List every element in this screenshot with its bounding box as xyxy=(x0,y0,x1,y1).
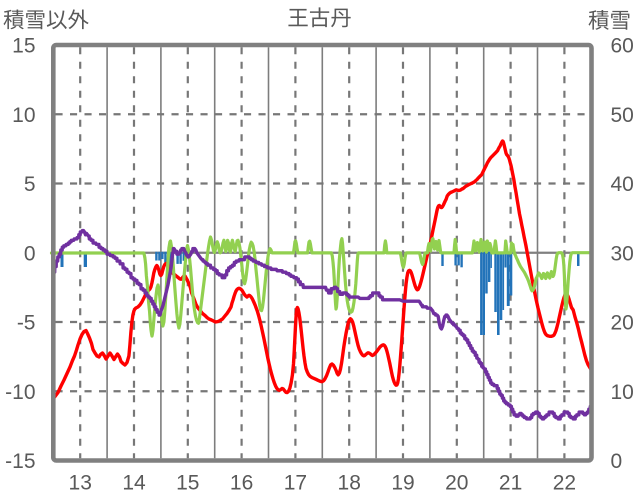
svg-text:0: 0 xyxy=(611,450,623,473)
svg-text:-5: -5 xyxy=(17,312,36,335)
svg-text:0: 0 xyxy=(24,242,36,265)
svg-text:20: 20 xyxy=(611,312,634,335)
svg-text:16: 16 xyxy=(230,472,253,495)
svg-text:15: 15 xyxy=(176,472,199,495)
svg-text:19: 19 xyxy=(391,472,414,495)
svg-text:13: 13 xyxy=(69,472,92,495)
svg-text:60: 60 xyxy=(611,35,634,58)
svg-text:22: 22 xyxy=(553,472,576,495)
svg-text:50: 50 xyxy=(611,104,634,127)
svg-text:30: 30 xyxy=(611,242,634,265)
svg-text:-15: -15 xyxy=(5,450,35,473)
svg-text:20: 20 xyxy=(445,472,468,495)
svg-text:-10: -10 xyxy=(5,381,35,404)
svg-text:15: 15 xyxy=(12,35,35,58)
svg-text:18: 18 xyxy=(338,472,361,495)
svg-text:17: 17 xyxy=(284,472,307,495)
svg-text:5: 5 xyxy=(24,173,36,196)
svg-text:10: 10 xyxy=(12,104,35,127)
svg-text:10: 10 xyxy=(611,381,634,404)
svg-text:40: 40 xyxy=(611,173,634,196)
svg-text:21: 21 xyxy=(499,472,522,495)
svg-text:14: 14 xyxy=(122,472,146,495)
